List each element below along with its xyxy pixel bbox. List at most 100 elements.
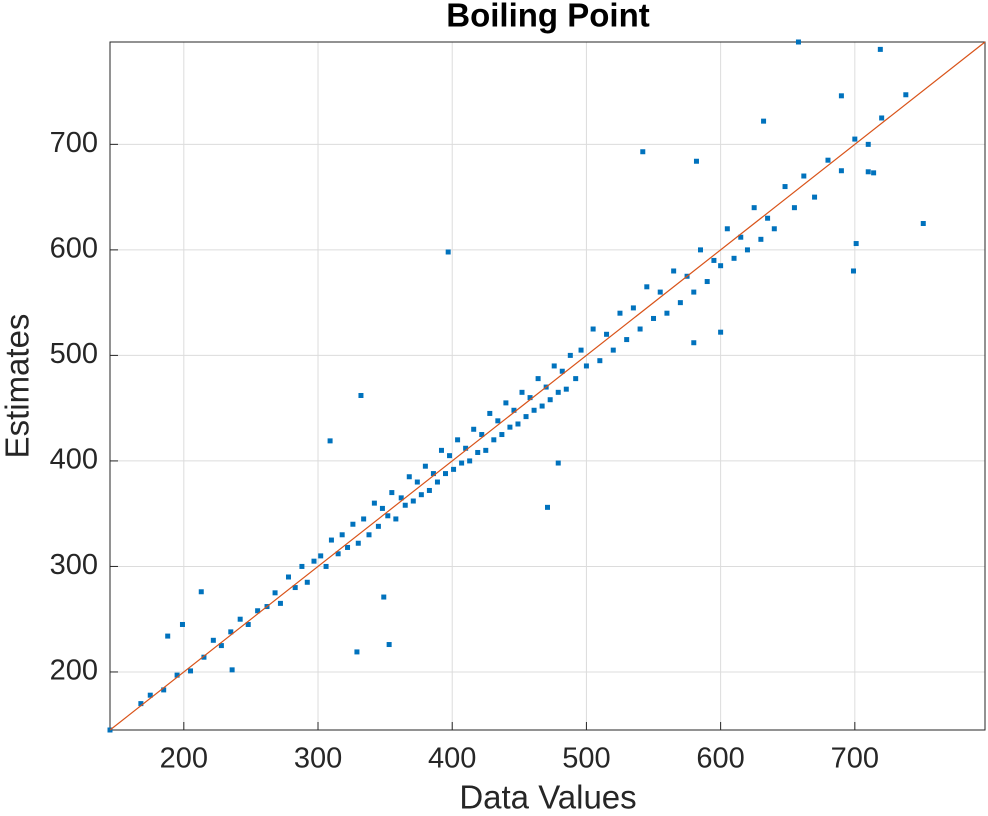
point (578, 347, 584, 353)
point (651, 315, 657, 321)
point (447, 453, 453, 459)
point (379, 505, 385, 511)
point (323, 563, 329, 569)
y-tick-label: 400 (50, 444, 98, 476)
point (398, 495, 404, 501)
point (795, 39, 801, 45)
point (406, 474, 412, 480)
point (507, 424, 513, 430)
point (865, 169, 871, 175)
point (245, 621, 251, 627)
point (838, 93, 844, 99)
point (610, 347, 616, 353)
x-tick-label: 700 (831, 743, 879, 775)
x-tick-label: 400 (428, 743, 476, 775)
y-tick-label: 500 (50, 338, 98, 370)
point (604, 331, 610, 337)
point (640, 149, 646, 155)
point (567, 352, 573, 358)
point (188, 668, 194, 674)
point (539, 403, 545, 409)
point (304, 579, 310, 585)
point (852, 136, 858, 142)
y-tick-label: 200 (50, 655, 98, 687)
point (499, 432, 505, 438)
point (731, 255, 737, 261)
point (744, 247, 750, 253)
point (791, 205, 797, 211)
point (345, 544, 351, 550)
plot-frame (109, 41, 986, 731)
point (147, 692, 153, 698)
point (328, 537, 334, 543)
x-tick-label: 300 (294, 743, 342, 775)
reference-line (109, 41, 986, 731)
point (515, 421, 521, 427)
point (339, 532, 345, 538)
point (664, 310, 670, 316)
point (471, 426, 477, 432)
point (434, 479, 440, 485)
point (318, 553, 324, 559)
point (551, 363, 557, 369)
point (555, 460, 561, 466)
point (292, 585, 298, 591)
x-tick-label: 500 (562, 743, 610, 775)
point (583, 363, 589, 369)
point (519, 389, 525, 395)
point (327, 438, 333, 444)
point (201, 654, 207, 660)
point (165, 633, 171, 639)
point (375, 523, 381, 529)
point (335, 551, 341, 557)
point (644, 284, 650, 290)
point (422, 463, 428, 469)
point (590, 326, 596, 332)
point (430, 471, 436, 477)
point (386, 642, 392, 648)
y-tick-label: 700 (50, 127, 98, 159)
point (758, 236, 764, 242)
chart-title: Boiling Point (446, 0, 649, 34)
y-tick-label: 600 (50, 233, 98, 265)
point (463, 445, 469, 451)
point (393, 516, 399, 522)
point (782, 184, 788, 190)
point (697, 247, 703, 253)
point (563, 386, 569, 392)
point (693, 158, 699, 164)
point (402, 502, 408, 508)
point (459, 460, 465, 466)
point (511, 407, 517, 413)
point (491, 437, 497, 443)
point (671, 268, 677, 274)
point (871, 170, 877, 176)
point (838, 168, 844, 174)
y-tick-label: 300 (50, 549, 98, 581)
point (825, 157, 831, 163)
point (630, 305, 636, 311)
point (361, 516, 367, 522)
point (523, 414, 529, 420)
point (597, 358, 603, 364)
point (624, 337, 630, 343)
y-axis-label: Estimates (0, 314, 36, 459)
point (443, 471, 449, 477)
point (451, 466, 457, 472)
point (418, 492, 424, 498)
point (354, 649, 360, 655)
point (179, 621, 185, 627)
point (920, 220, 926, 226)
x-axis-label: Data Values (459, 779, 636, 816)
point (711, 257, 717, 263)
point (531, 407, 537, 413)
point (311, 558, 317, 564)
point (617, 310, 623, 316)
point (255, 608, 261, 614)
point (724, 226, 730, 232)
point (801, 173, 807, 179)
point (812, 194, 818, 200)
point (467, 458, 473, 464)
